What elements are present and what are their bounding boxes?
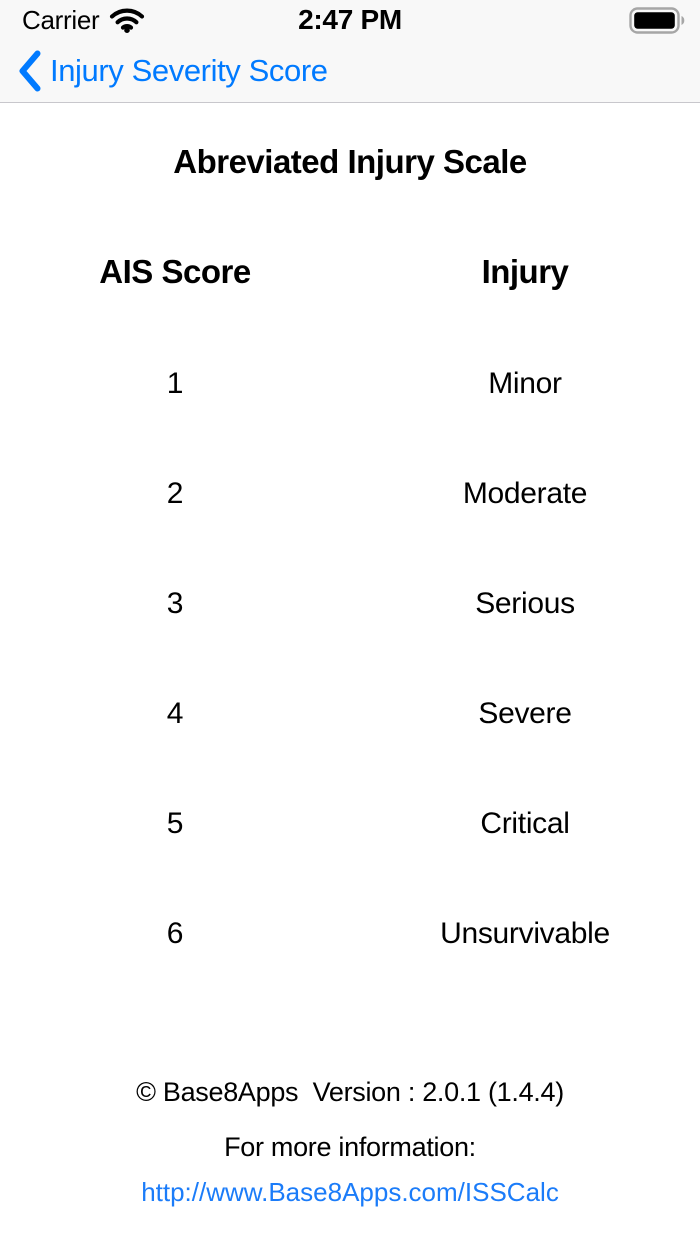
- ais-score-value: 6: [166, 917, 184, 950]
- ais-table: 1 Minor 2 Moderate 3 Serious 4 Severe 5 …: [0, 329, 700, 989]
- table-header-row: AIS Score Injury: [0, 252, 700, 292]
- table-row: 1 Minor: [0, 329, 700, 439]
- wifi-icon: [109, 7, 145, 33]
- battery-icon: [629, 6, 686, 34]
- status-time: 2:47 PM: [298, 4, 402, 35]
- more-information-label: For more information:: [224, 1132, 476, 1162]
- table-row: 2 Moderate: [0, 439, 700, 549]
- table-row: 6 Unsurvivable: [0, 879, 700, 989]
- column-header-injury: Injury: [481, 253, 569, 290]
- ais-score-value: 4: [166, 697, 184, 730]
- back-button[interactable]: Injury Severity Score: [18, 50, 328, 92]
- ais-score-value: 5: [166, 807, 184, 840]
- page-title: Abreviated Injury Scale: [173, 143, 527, 180]
- back-button-label: Injury Severity Score: [50, 53, 328, 88]
- copyright-version-text: © Base8Apps Version : 2.0.1 (1.4.4): [136, 1077, 564, 1107]
- chevron-left-icon: [18, 50, 41, 92]
- nav-bar: Injury Severity Score: [0, 40, 700, 103]
- ais-score-value: 1: [166, 367, 184, 400]
- table-row: 3 Serious: [0, 549, 700, 659]
- injury-value: Minor: [488, 367, 562, 400]
- injury-value: Moderate: [462, 477, 588, 510]
- injury-value: Serious: [475, 587, 575, 620]
- ais-score-value: 2: [166, 477, 184, 510]
- status-bar: Carrier 2:47 PM: [0, 0, 700, 40]
- table-row: 4 Severe: [0, 659, 700, 769]
- ais-score-value: 3: [166, 587, 184, 620]
- injury-value: Unsurvivable: [440, 917, 610, 950]
- footer-link-row: http://www.Base8Apps.com/ISSCalc: [0, 1176, 700, 1213]
- table-row: 5 Critical: [0, 769, 700, 879]
- carrier-label: Carrier: [22, 4, 100, 35]
- injury-value: Severe: [478, 697, 572, 730]
- website-link[interactable]: http://www.Base8Apps.com/ISSCalc: [141, 1177, 559, 1207]
- column-header-ais-score: AIS Score: [99, 253, 251, 290]
- injury-value: Critical: [480, 807, 570, 840]
